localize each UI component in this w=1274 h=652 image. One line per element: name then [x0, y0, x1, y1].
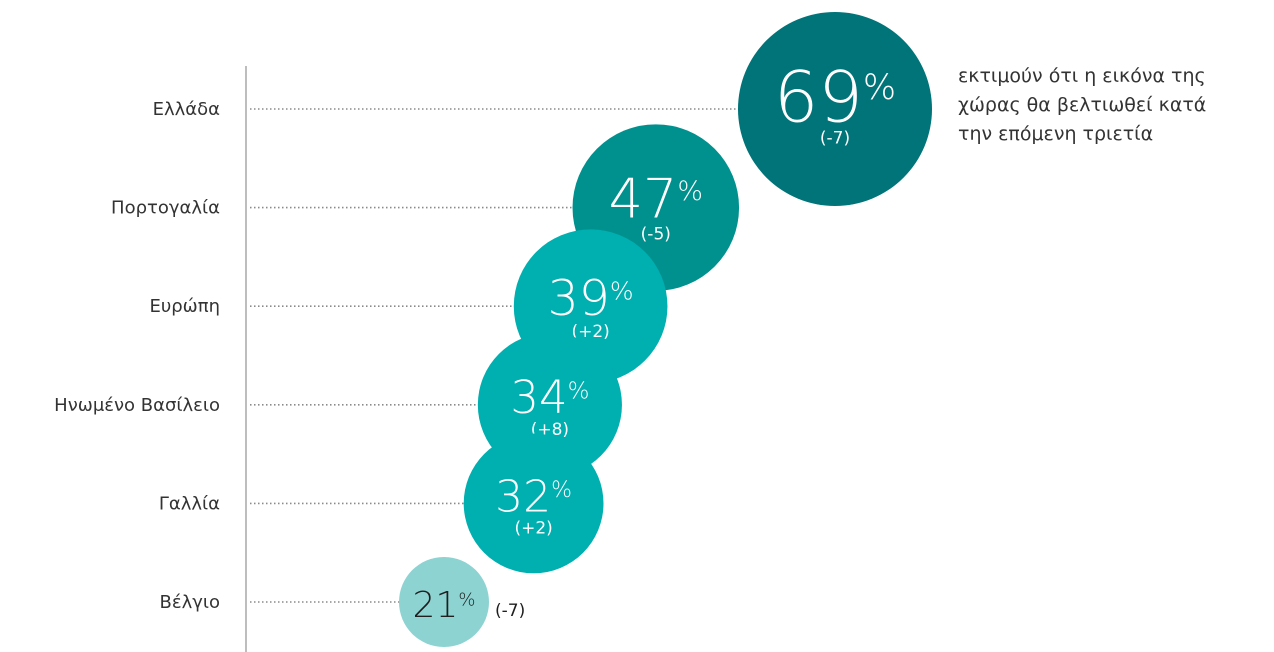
- category-label: Πορτογαλία: [111, 198, 220, 219]
- category-label: Ηνωμένο Βασίλειο: [54, 395, 220, 416]
- annotation-line: την επόμενη τριετία: [958, 123, 1154, 145]
- change-label: (+2): [571, 322, 609, 342]
- annotation-line: χώρας θα βελτιωθεί κατά: [958, 94, 1207, 116]
- value-label: 34%: [510, 371, 589, 424]
- chart-annotation: εκτιμούν ότι η εικόνα της χώρας θα βελτι…: [958, 62, 1258, 149]
- value-label: 21%: [413, 585, 476, 626]
- value-label: 69%: [774, 57, 896, 139]
- change-label: (-5): [641, 224, 671, 244]
- value-bubble: [463, 433, 604, 574]
- category-label: Ελλάδα: [153, 99, 220, 120]
- value-bubble: [399, 557, 489, 647]
- value-label: 47%: [609, 167, 703, 230]
- value-label: 39%: [548, 270, 634, 327]
- annotation-line: εκτιμούν ότι η εικόνα της: [958, 65, 1206, 87]
- change-label: (-7): [820, 129, 850, 149]
- change-label: (+2): [514, 518, 552, 538]
- category-label: Βέλγιο: [160, 592, 221, 613]
- value-bubble: [738, 12, 932, 206]
- category-label: Ευρώπη: [149, 296, 220, 317]
- value-label: 32%: [495, 471, 572, 522]
- change-label: (-7): [495, 601, 525, 621]
- category-label: Γαλλία: [159, 493, 220, 514]
